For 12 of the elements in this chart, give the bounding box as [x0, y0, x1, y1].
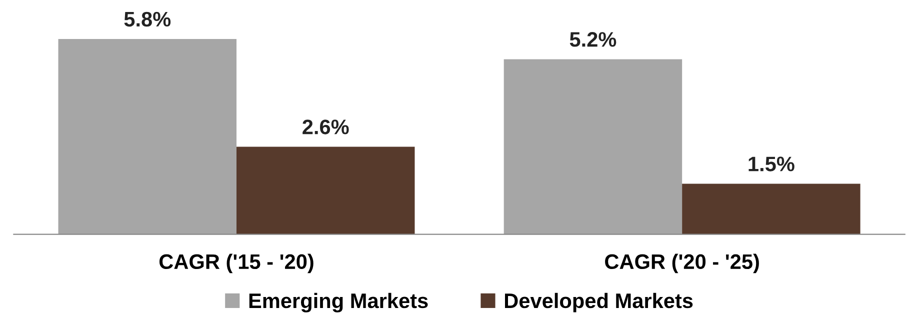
legend-label: Developed Markets: [505, 292, 693, 312]
legend-label: Emerging Markets: [249, 292, 428, 312]
data-label: 2.6%: [302, 120, 349, 134]
data-label: 5.2%: [570, 32, 616, 47]
bar: [58, 39, 236, 234]
data-label: 1.5%: [748, 156, 794, 172]
x-tick-label: CAGR ('20 - '25): [605, 254, 759, 274]
bar: [236, 146, 415, 234]
bar: [504, 59, 682, 234]
bar: [682, 184, 860, 234]
x-tick-label: CAGR ('15 - '20): [159, 254, 314, 274]
data-label: 5.8%: [124, 12, 171, 27]
